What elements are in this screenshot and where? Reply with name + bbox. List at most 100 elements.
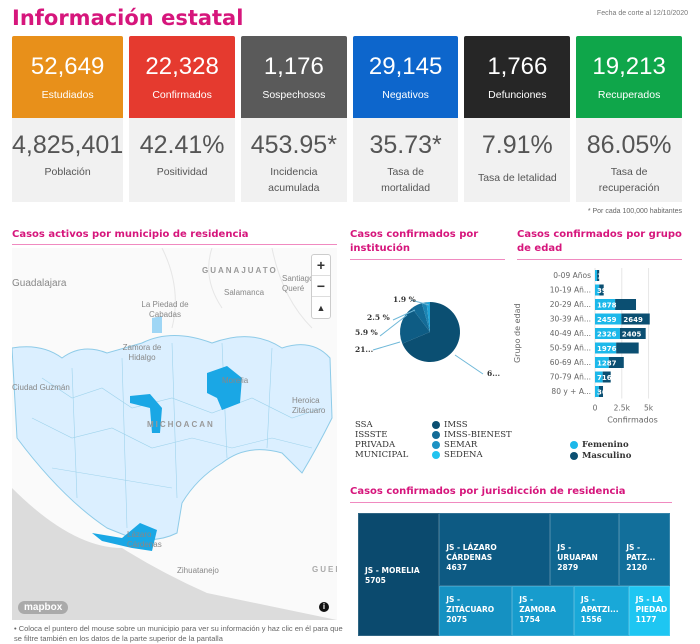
bar-masculino[interactable] (602, 371, 611, 383)
zoom-out-button[interactable]: − (312, 276, 330, 297)
pie-slice-ssa[interactable] (400, 308, 430, 344)
bar-masculino[interactable] (616, 342, 639, 354)
uruapan-region[interactable] (130, 394, 162, 433)
footnote: * Por cada 100,000 habitantes (587, 208, 682, 215)
la-piedad-region[interactable] (152, 316, 162, 333)
card-bottom-label: Positividad (156, 166, 208, 178)
tile-value: 2120 (626, 562, 648, 572)
map[interactable]: GUANAJUATO Guadalajara Salamanca Santiag… (12, 248, 337, 620)
y-tick-label: 0-09 Años (553, 271, 591, 280)
age-legend: Femenino Masculino (570, 440, 631, 462)
map-hint: • Coloca el puntero del mouse sobre un m… (14, 624, 343, 643)
legend-label: Femenino (582, 440, 629, 450)
bar-femenino[interactable] (595, 371, 603, 383)
pie-leader-line (379, 314, 408, 337)
card-bottom: 42.41% Positividad (129, 118, 235, 202)
card-bottom-value: 453.95* (250, 131, 337, 159)
tile-label: JS - ZAMORA (519, 595, 556, 615)
map-label-la-piedad: La Piedad de Cabadas (141, 300, 189, 319)
divider (350, 502, 672, 503)
bar-femenino[interactable] (595, 299, 616, 310)
legend-item[interactable]: IMSS-BIENEST (432, 430, 512, 440)
stats-cards: 52,649 Estudiados 4,825,401 Población 22,3… (12, 36, 682, 202)
bar-masculino[interactable] (619, 328, 646, 339)
card-top[interactable]: 22,328 Confirmados (129, 36, 235, 118)
card-top[interactable]: 52,649 Estudiados (12, 36, 124, 118)
bar-femenino[interactable] (595, 342, 617, 354)
bar-femenino[interactable] (595, 386, 599, 397)
pie-slice-imss[interactable] (402, 302, 460, 362)
morelia-region[interactable] (207, 366, 242, 410)
treemap-tile[interactable]: JS - ZITÁCUARO 2075 (439, 586, 513, 636)
lazaro-cardenas-region[interactable] (92, 523, 157, 551)
legend-item[interactable]: SEMAR (432, 440, 512, 450)
bar-femenino[interactable] (595, 357, 609, 368)
card-top[interactable]: 29,145 Negativos (352, 36, 459, 118)
treemap-tile[interactable]: JS - MORELIA 5705 (358, 513, 440, 636)
bar-data-label: 1878 (597, 302, 617, 310)
y-tick-label: 50-59 Añ... (550, 344, 591, 353)
pie-slice-issste[interactable] (411, 303, 430, 332)
cutoff-date: Fecha de corte al 12/10/2020 (596, 10, 688, 17)
pie-legend-left: SSA ISSSTE PRIVADA MUNICIPAL (355, 420, 408, 460)
treemap-tile[interactable]: JS - ZAMORA 1754 (512, 586, 574, 636)
bar-masculino[interactable] (615, 299, 637, 310)
zoom-in-button[interactable]: + (312, 255, 330, 276)
card-bottom-label: Tasa de recuperación (598, 166, 660, 194)
age-title: Casos confirmados por grupo de edad (517, 229, 682, 254)
card-bottom: 4,825,401 Población (12, 118, 124, 202)
bar-femenino[interactable] (595, 328, 620, 339)
pie-slice-imss-bienest[interactable] (426, 302, 430, 332)
card-bottom-value: 7.91% (481, 131, 553, 159)
legend-item[interactable]: SEDENA (432, 450, 512, 460)
bar-femenino[interactable] (595, 270, 598, 281)
bar-data-label: 2649 (623, 316, 643, 324)
pie-slice-privada[interactable] (421, 302, 430, 332)
x-axis-label: Confirmados (607, 416, 658, 425)
legend-item[interactable]: IMSS (432, 420, 512, 430)
card-bottom-value: 4,825,401 (12, 131, 124, 159)
x-tick-label: 0 (593, 404, 598, 413)
tile-value: 1556 (580, 615, 602, 625)
bar-masculino[interactable] (608, 357, 624, 368)
treemap-tile[interactable]: JS - URUAPAN 2879 (550, 513, 620, 587)
bar-femenino[interactable] (595, 313, 622, 325)
pie-leader-line (372, 341, 401, 351)
map-controls: + − ▲ (311, 254, 331, 319)
tile-label: JS - ZITÁCUARO (446, 595, 495, 615)
legend-label: SEMAR (444, 440, 478, 450)
map-label-guadalajara: Guadalajara (12, 278, 67, 289)
page-title: Información estatal (12, 6, 244, 30)
card-bottom-value: 35.73* (369, 131, 442, 159)
legend-label: Masculino (582, 451, 632, 461)
bar-masculino[interactable] (621, 313, 650, 325)
card-top[interactable]: 19,213 Recuperados (576, 36, 682, 118)
tile-value: 1754 (519, 615, 541, 625)
michoacan-shape[interactable] (12, 335, 333, 541)
treemap-tile[interactable]: JS - LÁZARO CÁRDENAS 4637 (439, 513, 551, 587)
legend-item: ISSSTE (355, 430, 388, 440)
treemap-tile[interactable]: JS - PATZ... 2120 (619, 513, 670, 587)
tile-label: JS - URUAPAN (557, 542, 598, 562)
mapbox-logo[interactable]: mapbox (18, 601, 69, 614)
treemap-tile[interactable]: JS - LA PIEDAD 1177 (628, 586, 670, 636)
tile-value: 1177 (635, 615, 657, 625)
card-top[interactable]: 1,176 Sospechosos (240, 36, 347, 118)
treemap-tile[interactable]: JS - APATZI... 1556 (573, 586, 629, 636)
bar-femenino[interactable] (595, 284, 600, 296)
info-icon[interactable]: i (319, 602, 329, 612)
divider (517, 259, 682, 260)
jurisdiction-treemap: JS - MORELIA 5705 JS - LÁZARO CÁRDENAS 4637… (358, 513, 670, 636)
card-value: 1,766 (487, 53, 548, 80)
card-top[interactable]: 1,766 Defunciones (464, 36, 571, 118)
map-canvas[interactable] (12, 248, 337, 620)
bar-masculino[interactable] (598, 386, 604, 397)
bar-masculino[interactable] (599, 284, 604, 296)
card-label: Negativos (382, 89, 429, 101)
road-lines (161, 248, 313, 329)
map-label-zihuatanejo: Zihuatanejo (177, 566, 219, 575)
legend-dot (432, 430, 440, 439)
compass-button[interactable]: ▲ (316, 302, 326, 313)
card-bottom: 453.95* Incidencia acumulada (240, 118, 347, 202)
bar-masculino[interactable] (597, 270, 600, 281)
